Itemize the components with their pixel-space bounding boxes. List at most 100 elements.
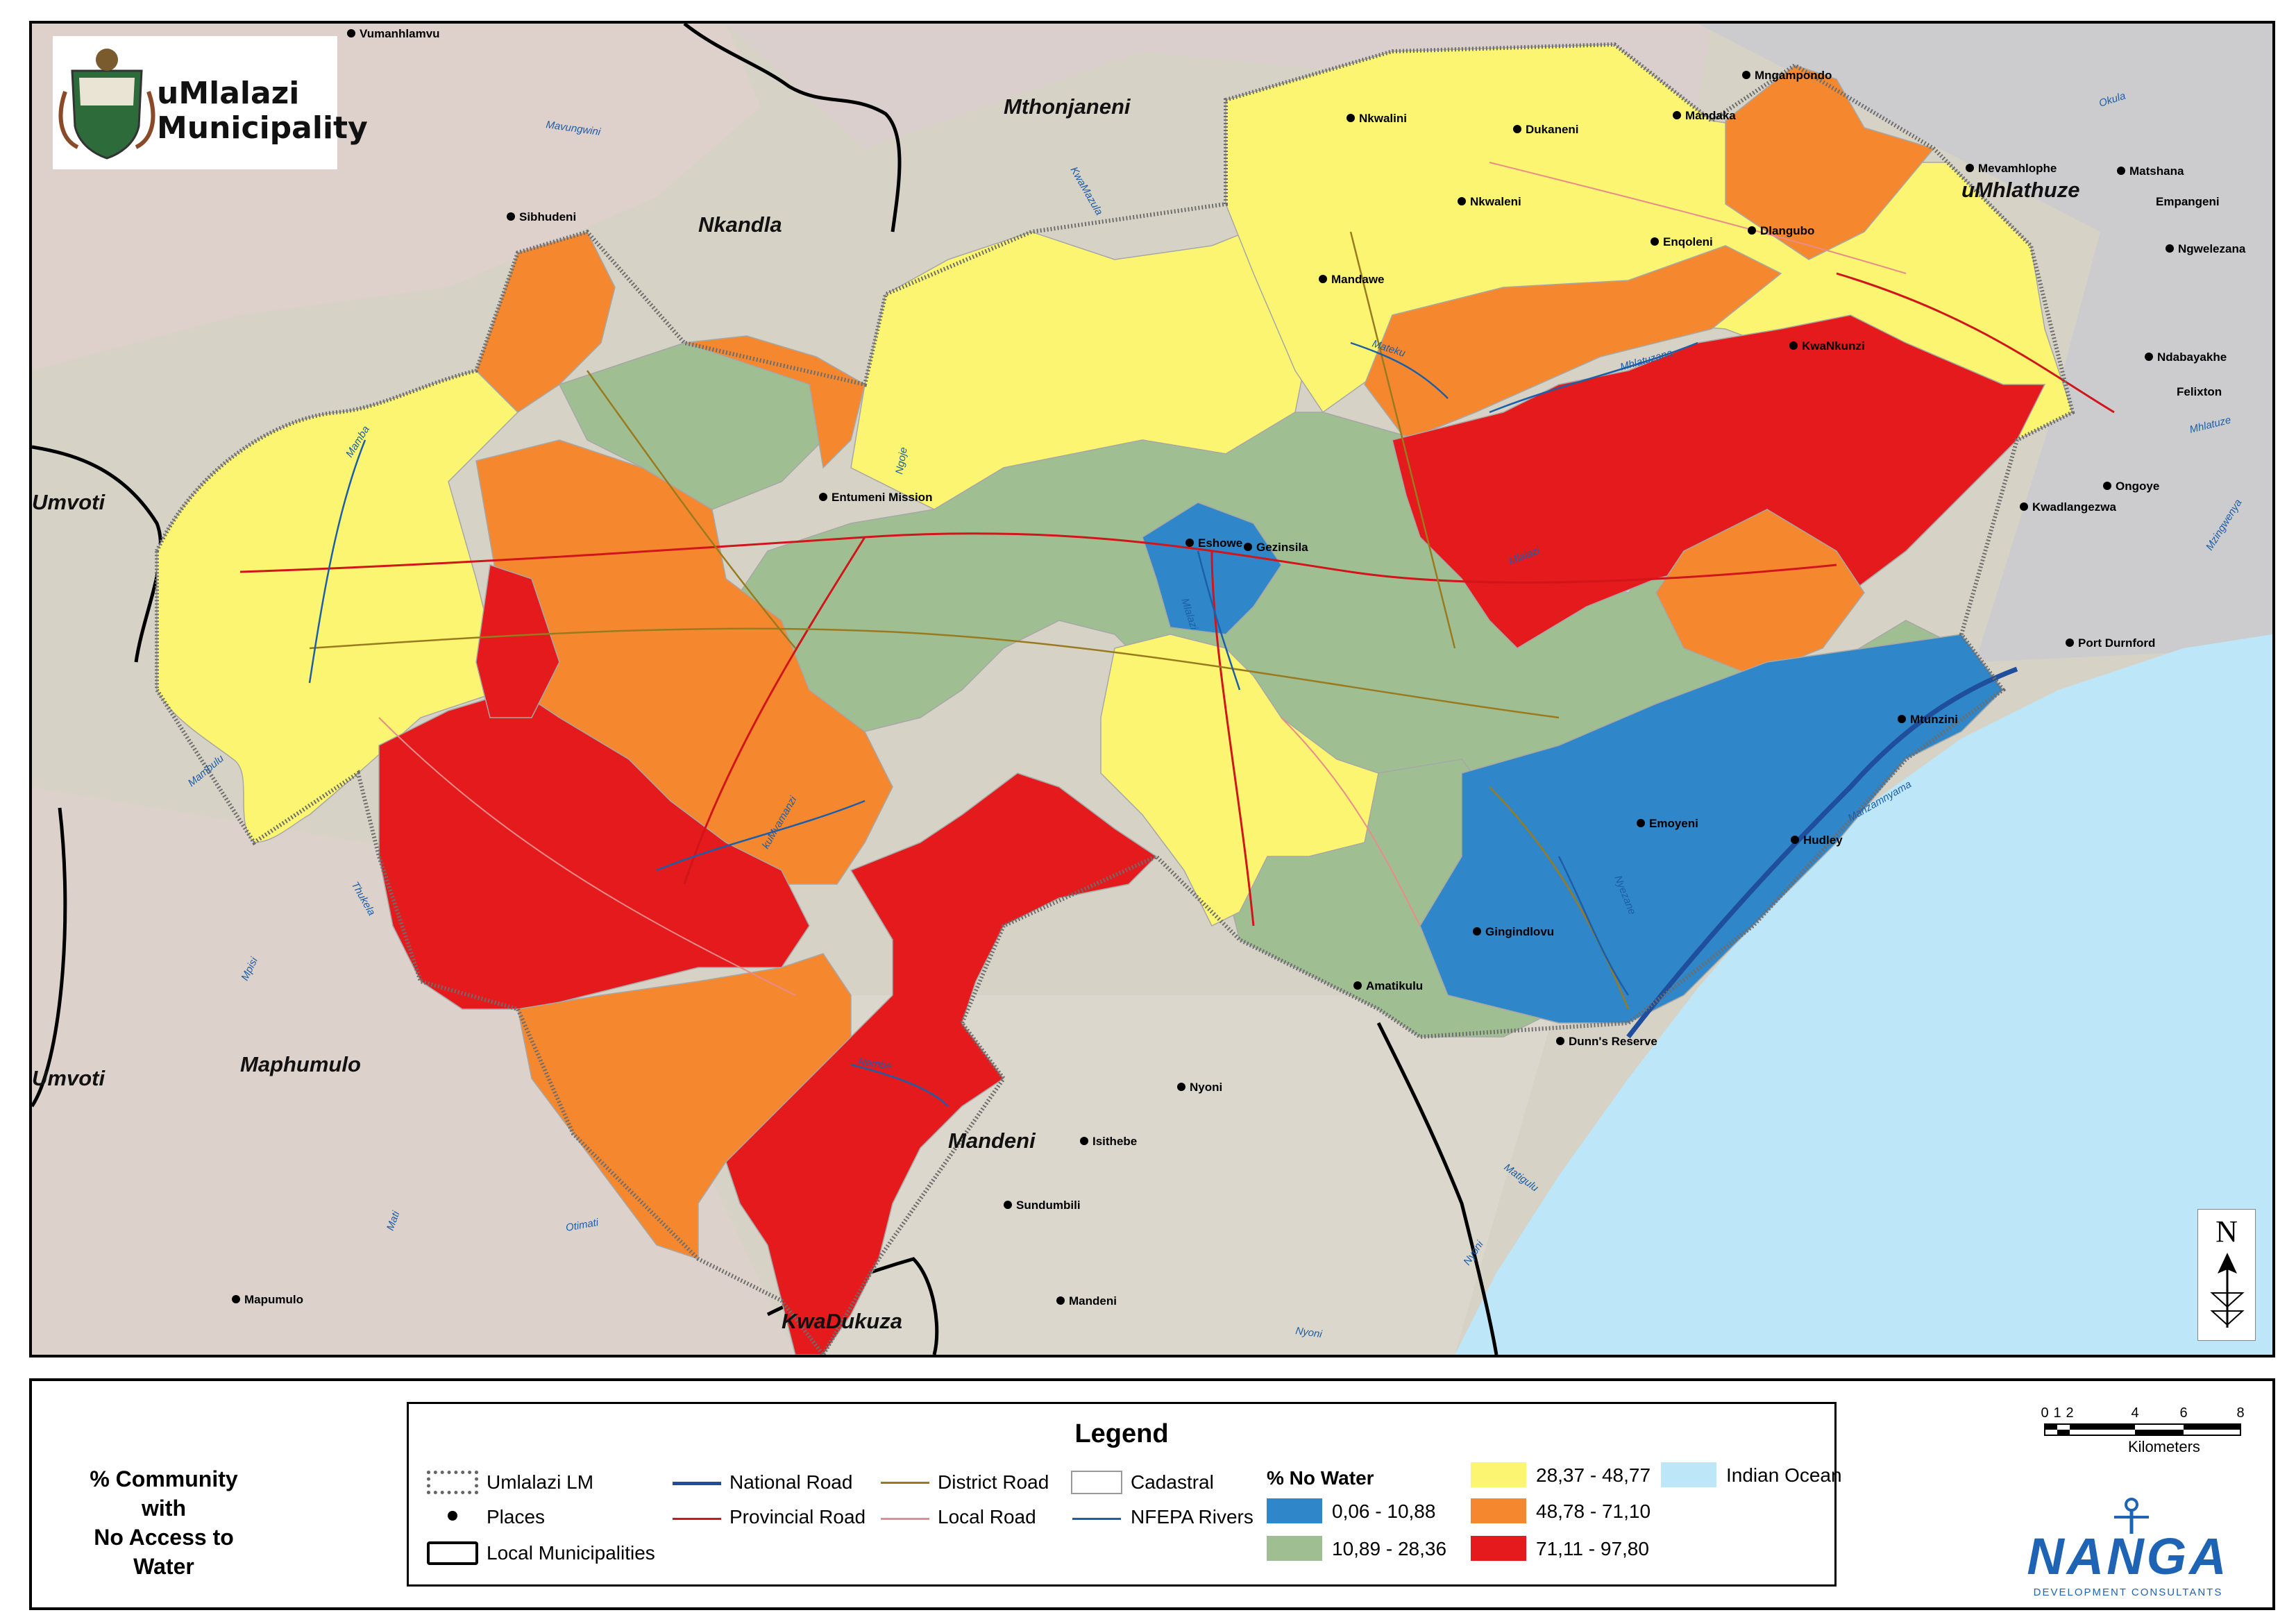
legend: Legend Umlalazi LM Places Local Municipa… (407, 1402, 1842, 1587)
legend-symbol-local-road (881, 1518, 929, 1520)
local-roads (378, 162, 1907, 996)
map-caption: % Community with No Access to Water (81, 1464, 247, 1581)
place-label: Emoyeni (1649, 817, 1698, 830)
place-label: Dlangubo (1760, 224, 1814, 237)
river-mhlatuzana (1489, 341, 1698, 414)
region-east-orange (1655, 509, 1865, 677)
place-label: Hudley (1803, 834, 1843, 847)
place-label: Mevamhlophe (1978, 162, 2057, 175)
muni-label-mthonjaneni: Mthonjaneni (1004, 94, 1131, 119)
caption-line2: No Access to (94, 1525, 234, 1550)
place-label: Entumeni Mission (832, 491, 932, 504)
legend-label-nfepa-rivers: NFEPA Rivers (1131, 1506, 1253, 1528)
river-mamba (308, 439, 366, 684)
place-markers: Vumanhlamvu Sibhudeni Nkwalini Dukaneni … (232, 27, 2246, 1308)
place-label: Gezinsila (1256, 541, 1308, 554)
legend-label-class-1: 0,06 - 10,88 (1332, 1500, 1436, 1522)
legend-symbol-nfepa-rivers (1072, 1518, 1121, 1520)
legend-label-district-road: District Road (938, 1471, 1049, 1493)
region-mateku-orange (1364, 245, 1782, 441)
muni-label-umvoti-2: Umvoti (32, 1066, 105, 1090)
place-label: Sibhudeni (519, 210, 576, 223)
legend-label-local-municipalities: Local Municipalities (487, 1542, 655, 1564)
place-label: Nkwalini (1359, 112, 1407, 125)
north-arrow-icon (2210, 1253, 2245, 1328)
legend-label-class-3: 28,37 - 48,77 (1536, 1464, 1651, 1486)
map-frame[interactable]: Mthonjaneni Nkandla uMhlathuze Umvoti Um… (29, 21, 2275, 1357)
logo-title: uMlalazi Municipality (157, 76, 368, 146)
background-umhlathuze-tint (1698, 24, 2272, 662)
legend-label-class-5: 71,11 - 97,80 (1536, 1538, 1649, 1559)
bottom-panel: % Community with No Access to Water Lege… (29, 1378, 2275, 1610)
muni-label-mandeni: Mandeni (948, 1128, 1036, 1153)
muni-label-umhlathuze: uMhlathuze (1961, 178, 2080, 202)
provincial-roads (239, 272, 2115, 927)
logo-title-line2: Municipality (157, 110, 368, 146)
legend-label-indian-ocean: Indian Ocean (1726, 1464, 1842, 1486)
scale-bar: 0 1 2 4 6 8 (2041, 1405, 2245, 1436)
indian-ocean (1455, 634, 2272, 1355)
boundary-umvoti-south (32, 807, 67, 1108)
scale-units: Kilometers (2128, 1438, 2200, 1455)
north-letter: N (2215, 1215, 2238, 1249)
place-label: Mandawe (1331, 273, 1385, 286)
place-label: Mandaka (1685, 109, 1736, 122)
river-nembe (850, 1063, 949, 1107)
boundary-umvoti-north (32, 445, 163, 663)
muni-label-maphumulo: Maphumulo (240, 1052, 361, 1076)
legend-label-provincial-road: Provincial Road (729, 1506, 866, 1528)
caption-line1: % Community with (90, 1466, 238, 1521)
place-label: Matshana (2129, 164, 2184, 178)
place-label: Gingindlovu (1485, 925, 1554, 938)
place-label: Amatikulu (1366, 979, 1423, 992)
place-label: Isithebe (1092, 1135, 1137, 1148)
region-mngampondo-orange (1725, 65, 1935, 260)
place-label: Dukaneni (1526, 123, 1579, 136)
place-label: Nyoni (1190, 1081, 1222, 1094)
legend-symbol-district-road (881, 1482, 929, 1484)
background-maphumulo-tint (32, 787, 795, 1355)
boundary-north (683, 24, 902, 232)
scale-tick-label: 8 (2236, 1405, 2244, 1421)
legend-label-class-4: 48,78 - 71,10 (1536, 1500, 1651, 1522)
place-label: Ngwelezana (2178, 242, 2246, 255)
place-label: Mandeni (1069, 1294, 1117, 1308)
region-mtunzini-blue (1419, 634, 2004, 1024)
river-mateku (1350, 341, 1449, 399)
legend-label-class-2: 10,89 - 28,36 (1332, 1538, 1447, 1559)
legend-swatch-class-1 (1267, 1498, 1322, 1523)
region-mandeni-orange (517, 953, 852, 1260)
legend-swatch-class-2 (1267, 1536, 1322, 1561)
umlalazi-lm-boundary (155, 42, 2075, 1355)
place-label: Ndabayakhe (2157, 350, 2227, 364)
legend-swatch-class-4 (1471, 1498, 1526, 1523)
boundary-mandeni-east (1376, 1022, 1499, 1355)
river-mhlatuze (1197, 550, 1241, 691)
place-label: Port Durnford (2078, 636, 2155, 650)
river-nyezane (1558, 856, 1630, 996)
place-label: Kwadlangezwa (2032, 500, 2116, 514)
legend-swatch-class-5 (1471, 1536, 1526, 1561)
river-kumvamanzi (656, 800, 866, 872)
legend-label-umlalazi-lm: Umlalazi LM (487, 1471, 594, 1493)
place-label: Mapumulo (244, 1293, 303, 1306)
place-label: Dunn's Reserve (1569, 1035, 1657, 1048)
scale-tick-label: 0 (2041, 1405, 2048, 1421)
logo-title-line1: uMlalazi (157, 76, 300, 111)
scale-tick-label: 2 (2066, 1405, 2073, 1421)
legend-classes-title: % No Water (1267, 1467, 1374, 1489)
coat-of-arms-icon (58, 49, 155, 160)
place-label: Ongoye (2116, 480, 2159, 493)
legend-symbol-provincial-road (673, 1518, 721, 1520)
district-roads (309, 231, 1630, 1010)
place-label: KwaNkunzi (1802, 339, 1865, 353)
place-label: Mngampondo (1755, 69, 1832, 82)
place-label: Empangeni (2156, 195, 2220, 208)
region-north-orange (684, 335, 866, 469)
place-label: Nkwaleni (1470, 195, 1521, 208)
scale-tick-label: 4 (2131, 1405, 2138, 1421)
national-road (1626, 666, 2018, 1039)
map-canvas[interactable]: Mthonjaneni Nkandla uMhlathuze Umvoti Um… (32, 24, 2272, 1355)
scale-tick-label: 1 (2053, 1405, 2061, 1421)
legend-label-cadastral: Cadastral (1131, 1471, 1214, 1493)
